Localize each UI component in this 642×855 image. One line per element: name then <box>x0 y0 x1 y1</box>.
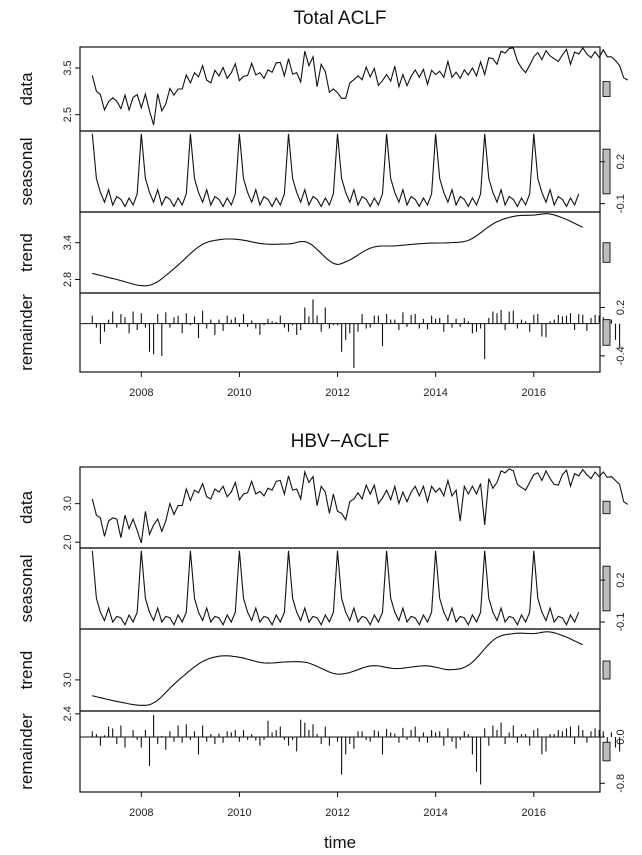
trend-series-line <box>92 631 584 706</box>
y-tick-label: 3.4 <box>62 235 74 250</box>
x-tick-label: 2010 <box>227 387 251 399</box>
trend-series-line <box>92 213 584 287</box>
panel-frame <box>79 710 601 793</box>
y-tick-label: 3.5 <box>62 60 74 75</box>
y-tick-label: 3.0 <box>62 672 74 687</box>
scale-bar <box>602 148 611 195</box>
y-tick-label: -0.8 <box>615 774 627 793</box>
panel-frame <box>79 628 601 712</box>
x-tick-label: 2016 <box>522 807 546 819</box>
panel-frame <box>79 46 601 132</box>
y-tick-label: 2.4 <box>62 706 74 721</box>
x-tick-label: 2014 <box>423 387 447 399</box>
x-axis-label: time <box>324 833 356 852</box>
stl-chart-1: Total ACLF 2.5 3.5 data 0.2 -0.1 seasonal 2.8 3.… <box>17 8 629 399</box>
scale-bar <box>602 500 611 515</box>
x-tick-label: 2014 <box>423 807 447 819</box>
panel-label-seasonal: seasonal <box>17 137 36 205</box>
panel-trend: 2.8 3.4 trend <box>17 211 611 294</box>
scale-bar <box>602 660 611 680</box>
panel-seasonal: 0.2 -0.1 seasonal <box>17 547 627 632</box>
y-tick-label: 0.0 <box>615 729 627 744</box>
x-tick-label: 2008 <box>129 387 153 399</box>
x-tick-label: 2008 <box>129 807 153 819</box>
x-tick-label: 2016 <box>522 387 546 399</box>
panel-frame <box>79 466 601 549</box>
panel-label-remainder: remainder <box>17 294 36 371</box>
scale-bar <box>602 81 611 97</box>
y-tick-label: 0.2 <box>615 154 627 169</box>
x-tick-label: 2012 <box>325 807 349 819</box>
y-tick-label: 2.0 <box>62 535 74 550</box>
y-tick-label: 0.2 <box>615 300 627 315</box>
y-tick-label: 3.0 <box>62 496 74 511</box>
y-tick-label: -0.1 <box>615 194 627 213</box>
panel-label-trend: trend <box>17 233 36 272</box>
y-tick-label: 2.5 <box>62 107 74 122</box>
panel-remainder: 0.2 -0.4 remainder <box>17 292 627 373</box>
panel-data: 3.0 2.0 data <box>17 466 629 550</box>
panel-label-remainder: remainder <box>17 713 36 790</box>
panel-label-seasonal: seasonal <box>17 554 36 622</box>
stl-chart-2: HBV−ACLF 3.0 2.0 data 0.2 -0.1 seasonal 3.0 2.4 t… <box>17 431 629 852</box>
seasonal-series-line <box>91 133 580 208</box>
scale-bar <box>602 741 611 762</box>
x-tick-label: 2010 <box>227 807 251 819</box>
scale-bar <box>602 565 611 612</box>
scale-bar <box>602 242 611 263</box>
data-series-line <box>91 46 629 126</box>
chart-title: HBV−ACLF <box>291 431 390 452</box>
y-tick-label: -0.4 <box>615 346 627 365</box>
panel-frame <box>79 292 601 373</box>
panel-remainder: 0.0 -0.8 remainder <box>17 710 627 793</box>
panel-label-trend: trend <box>17 651 36 690</box>
panel-trend: 3.0 2.4 trend <box>17 628 611 721</box>
data-series-line <box>91 468 629 544</box>
chart-title: Total ACLF <box>294 8 387 29</box>
panel-data: 2.5 3.5 data <box>17 46 629 132</box>
panel-label-data: data <box>17 72 36 106</box>
y-tick-label: 2.8 <box>62 272 74 287</box>
panel-label-data: data <box>17 490 36 524</box>
x-tick-label: 2012 <box>325 387 349 399</box>
scale-bar <box>602 319 611 346</box>
y-tick-label: 0.2 <box>615 572 627 587</box>
y-tick-label: -0.1 <box>615 613 627 632</box>
panel-seasonal: 0.2 -0.1 seasonal <box>17 130 627 213</box>
seasonal-series-line <box>91 550 580 627</box>
